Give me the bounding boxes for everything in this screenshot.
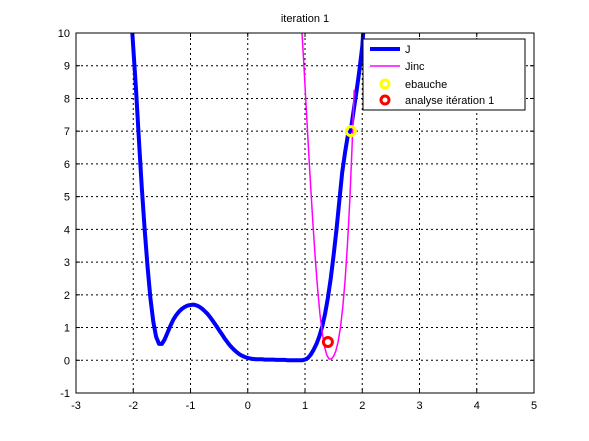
axis-tick-labels: -3 -2 -1 0 1 2 3 4 5 -1 0 1 2 3 4 5 6 7 8 9 10 <box>58 28 537 412</box>
point-ebauche <box>344 125 357 138</box>
x-tick-label: 5 <box>531 400 537 412</box>
x-tick-label: -3 <box>71 400 81 412</box>
x-tick-label: 2 <box>359 400 365 412</box>
legend-label-jinc: Jinc <box>405 61 425 73</box>
series-line-jinc <box>301 33 355 360</box>
x-tick-label: 1 <box>302 400 308 412</box>
legend-label-ebauche: ebauche <box>405 79 447 91</box>
y-tick-label: 8 <box>64 93 70 105</box>
y-tick-label: -1 <box>60 388 70 400</box>
y-tick-label: 1 <box>64 323 70 335</box>
x-tick-label: 0 <box>245 400 251 412</box>
y-tick-label: 4 <box>64 224 70 236</box>
axis-ticks <box>75 32 535 394</box>
legend-marker-ebauche <box>379 78 391 90</box>
y-tick-label: 6 <box>64 159 70 171</box>
legend-label-analyse: analyse itération 1 <box>405 95 494 107</box>
x-tick-label: -1 <box>186 400 196 412</box>
point-analyse <box>321 335 334 348</box>
y-tick-label: 10 <box>58 28 70 40</box>
legend: J Jinc ebauche analyse itération 1 <box>362 38 526 111</box>
x-tick-label: 3 <box>416 400 422 412</box>
series-line-j <box>130 33 366 363</box>
y-tick-label: 2 <box>64 290 70 302</box>
y-tick-label: 9 <box>64 61 70 73</box>
legend-label-j: J <box>405 44 411 56</box>
x-tick-label: 4 <box>474 400 480 412</box>
y-tick-label: 7 <box>64 126 70 138</box>
series-layer <box>130 33 366 363</box>
chart-title: iteration 1 <box>281 13 329 25</box>
legend-marker-analyse <box>379 94 391 106</box>
y-tick-label: 3 <box>64 257 70 269</box>
y-tick-label: 5 <box>64 192 70 204</box>
x-tick-label: -2 <box>128 400 138 412</box>
y-tick-label: 0 <box>64 355 70 367</box>
